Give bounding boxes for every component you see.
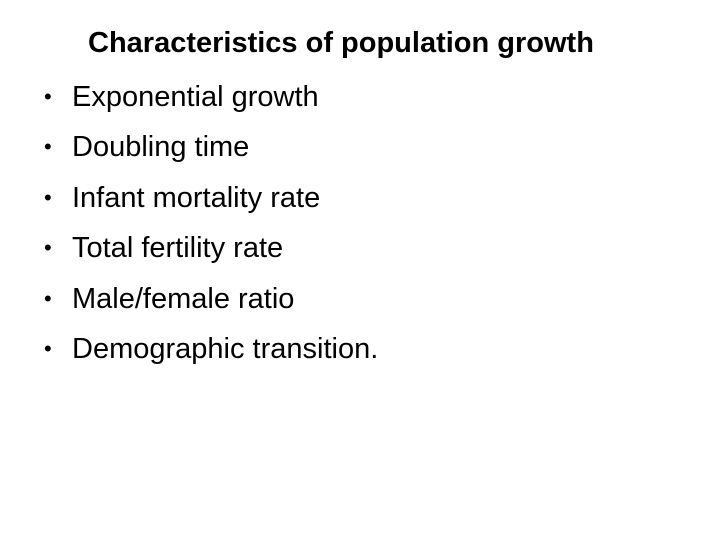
list-item-text: Total fertility rate xyxy=(72,232,284,265)
list-item: • Male/female ratio xyxy=(0,277,720,327)
list-item: • Total fertility rate xyxy=(0,226,720,276)
slide-title: Characteristics of population growth xyxy=(88,27,594,59)
bullet-icon: • xyxy=(44,335,52,361)
list-item-text: Male/female ratio xyxy=(72,282,295,315)
bullet-icon: • xyxy=(44,235,52,261)
bullet-icon: • xyxy=(44,84,52,109)
list-item: • Doubling time xyxy=(0,125,720,175)
list-item: • Infant mortality rate xyxy=(0,176,720,226)
list-item-text: Exponential growth xyxy=(72,81,319,113)
list-item-text: Doubling time xyxy=(72,131,250,164)
bullet-list: • Exponential growth • Doubling time • I… xyxy=(0,75,720,377)
bullet-icon: • xyxy=(44,184,52,210)
bullet-icon: • xyxy=(44,134,52,160)
list-item: • Exponential growth xyxy=(0,75,720,125)
bullet-icon: • xyxy=(44,285,52,311)
list-item: • Demographic transition. xyxy=(0,327,720,377)
list-item-text: Infant mortality rate xyxy=(72,181,321,214)
list-item-text: Demographic transition. xyxy=(72,332,379,365)
